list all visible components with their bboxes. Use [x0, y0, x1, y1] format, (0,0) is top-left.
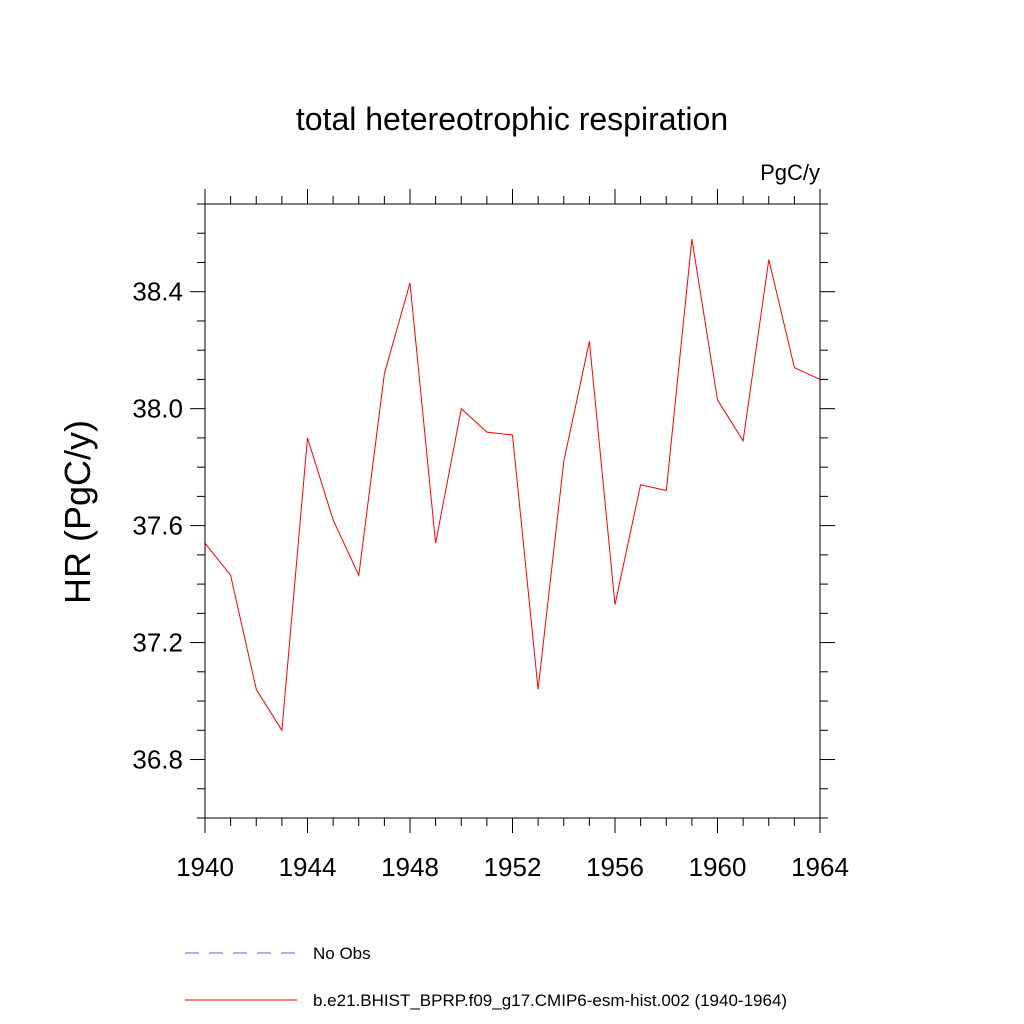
y-tick-label: 37.6 — [132, 511, 183, 541]
x-tick-label: 1940 — [176, 852, 234, 882]
plot-frame — [204, 203, 821, 819]
axis-ticks — [190, 189, 835, 833]
chart-title: total hetereotrophic respiration — [296, 101, 728, 137]
x-tick-label: 1944 — [279, 852, 337, 882]
y-tick-label: 37.2 — [132, 628, 183, 658]
series-line — [204, 239, 821, 732]
y-tick-label: 36.8 — [132, 745, 183, 775]
x-tick-label: 1952 — [484, 852, 542, 882]
x-tick-label: 1964 — [791, 852, 849, 882]
x-tick-label: 1960 — [689, 852, 747, 882]
y-axis-title: HR (PgC/y) — [57, 420, 98, 604]
tick-labels: 1940 1944 1948 1952 1956 1960 1964 36.8 37.2 37.6… — [132, 277, 849, 882]
units-label: PgC/y — [760, 160, 820, 185]
series-layer — [204, 239, 821, 732]
y-tick-label: 38.0 — [132, 394, 183, 424]
legend-label-model: b.e21.BHIST_BPRP.f09_g17.CMIP6-esm-hist.… — [313, 991, 787, 1010]
legend-label-no-obs: No Obs — [313, 944, 371, 963]
x-tick-label: 1956 — [586, 852, 644, 882]
legend: No Obs b.e21.BHIST_BPRP.f09_g17.CMIP6-es… — [185, 944, 787, 1010]
x-tick-label: 1948 — [381, 852, 439, 882]
y-tick-label: 38.4 — [132, 277, 183, 307]
